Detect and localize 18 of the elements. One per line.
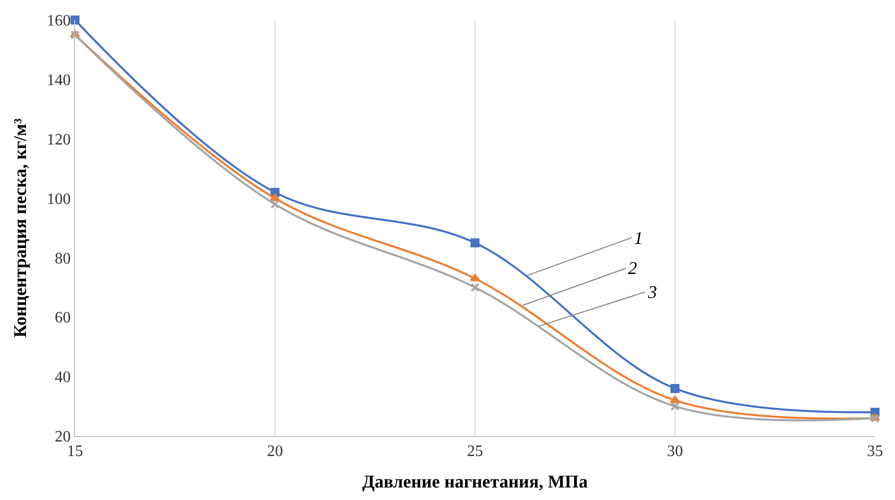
y-tick-label: 20 [54, 428, 71, 446]
y-tick-label: 120 [46, 131, 71, 148]
annotation: 3 [647, 282, 657, 302]
y-tick-label: 60 [54, 310, 71, 327]
y-tick-label: 80 [54, 250, 71, 268]
y-tick-label: 140 [46, 72, 71, 90]
x-tick-label: 30 [667, 443, 683, 460]
x-tick-label: 20 [267, 443, 283, 460]
x-axis-title: Давление нагнетания, МПа [362, 471, 588, 492]
annotation: 1 [634, 228, 643, 248]
y-tick-label: 160 [46, 12, 71, 30]
x-tick-label: 25 [467, 443, 483, 460]
x-tick-label: 15 [67, 443, 83, 460]
y-axis-title: Концентрация песка, кг/м³ [10, 118, 30, 338]
y-tick-label: 40 [54, 369, 71, 386]
y-tick-label: 100 [46, 190, 71, 208]
annotation: 2 [628, 258, 637, 278]
x-tick-label: 35 [867, 443, 883, 460]
